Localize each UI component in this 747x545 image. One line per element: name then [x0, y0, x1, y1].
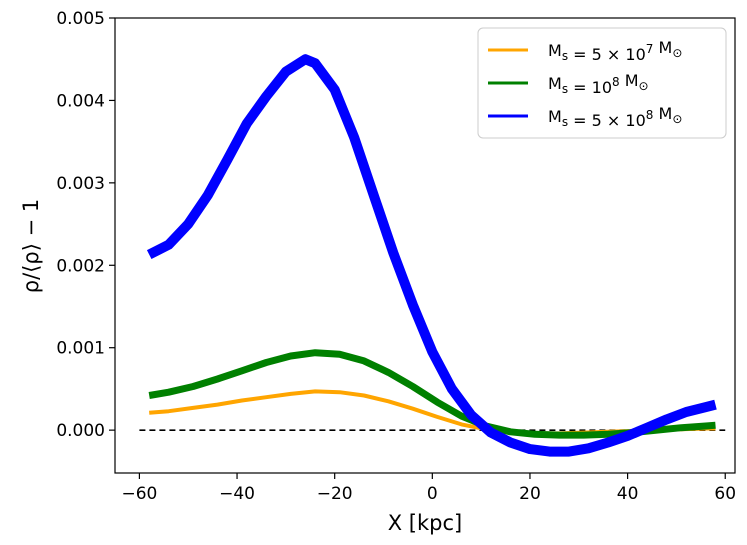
plot-area — [139, 54, 726, 457]
axes-frame — [114, 17, 736, 474]
y-tick-label: 0.003 — [56, 174, 105, 194]
x-tick-label: −40 — [219, 484, 255, 504]
x-tick-label: 60 — [714, 484, 736, 504]
y-tick-label: 0.000 — [56, 421, 105, 441]
series-line-2 — [148, 349, 716, 439]
legend-label: Ms = 5 × 108 M⊙ — [548, 104, 682, 130]
x-tick-label: 0 — [427, 484, 438, 504]
x-tick-label: −20 — [317, 484, 353, 504]
series-line-3 — [146, 54, 717, 457]
legend-box — [477, 27, 727, 139]
x-tick-label: 20 — [519, 484, 541, 504]
x-axis: −60 −40 −20 0 20 40 60 — [121, 473, 736, 504]
y-tick-label: 0.002 — [56, 256, 105, 276]
legend-label: Ms = 5 × 107 M⊙ — [548, 38, 682, 64]
y-axis-label: ρ/⟨ρ⟩ − 1 — [19, 199, 43, 293]
y-tick-label: 0.004 — [56, 91, 105, 111]
legend-label: Ms = 108 M⊙ — [548, 71, 649, 97]
y-tick-label: 0.001 — [56, 339, 105, 359]
x-tick-label: −60 — [121, 484, 157, 504]
y-axis: 0.000 0.001 0.002 0.003 0.004 0.005 — [56, 9, 115, 441]
y-tick-label: 0.005 — [56, 9, 105, 29]
legend: Ms = 5 × 107 M⊙ Ms = 108 M⊙ Ms = 5 × 108 M… — [477, 27, 727, 139]
x-axis-label: X [kpc] — [388, 511, 462, 535]
x-tick-label: 40 — [617, 484, 639, 504]
